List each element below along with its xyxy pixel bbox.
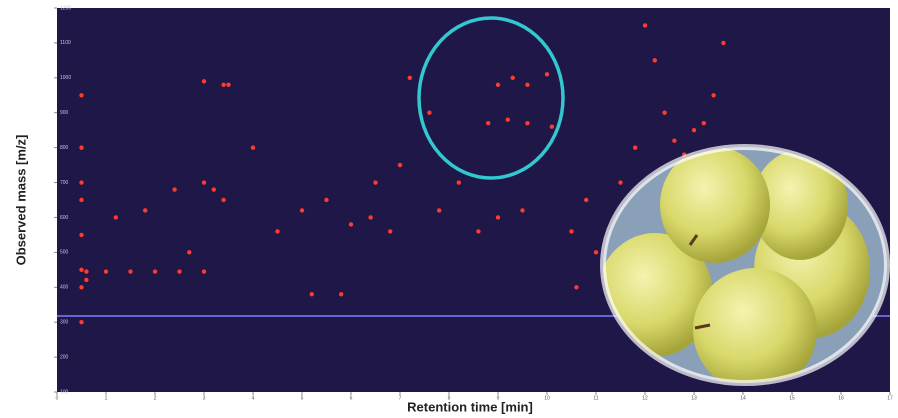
feature-point	[545, 72, 549, 76]
feature-point	[202, 79, 206, 83]
x-tick-label: 9	[497, 395, 500, 401]
feature-point	[569, 229, 573, 233]
feature-point	[79, 180, 83, 184]
feature-point	[520, 208, 524, 212]
feature-point	[398, 163, 402, 167]
x-tick-label: 14	[740, 395, 746, 401]
y-tick-label: 1200	[60, 5, 71, 11]
x-tick-label: 13	[691, 395, 697, 401]
feature-point	[114, 215, 118, 219]
feature-point	[212, 187, 216, 191]
feature-point	[226, 83, 230, 87]
feature-point	[300, 208, 304, 212]
feature-point	[221, 198, 225, 202]
feature-point	[128, 269, 132, 273]
feature-point	[388, 229, 392, 233]
feature-point	[550, 124, 554, 128]
x-tick-label: 2	[154, 395, 157, 401]
x-tick-label: 1	[105, 395, 108, 401]
feature-point	[711, 93, 715, 97]
x-tick-label: 12	[642, 395, 648, 401]
feature-point	[177, 269, 181, 273]
feature-point	[275, 229, 279, 233]
feature-point	[79, 268, 83, 272]
feature-point	[202, 180, 206, 184]
y-tick-label: 300	[60, 320, 69, 326]
y-tick-label: 700	[60, 180, 69, 186]
feature-point	[79, 145, 83, 149]
feature-point	[721, 41, 725, 45]
feature-point	[633, 145, 637, 149]
feature-point	[408, 76, 412, 80]
feature-point	[618, 180, 622, 184]
x-tick-label: 11	[593, 395, 598, 401]
x-tick-label: 3	[203, 395, 206, 401]
feature-point	[79, 93, 83, 97]
feature-point	[437, 208, 441, 212]
x-tick-label: 0	[56, 395, 59, 401]
feature-point	[662, 111, 666, 115]
y-tick-label: 1000	[60, 75, 71, 81]
feature-point	[79, 320, 83, 324]
feature-point	[79, 233, 83, 237]
feature-point	[104, 269, 108, 273]
feature-point	[84, 278, 88, 282]
x-tick-label: 10	[544, 395, 550, 401]
feature-point	[79, 285, 83, 289]
x-axis-label: Retention time [min]	[407, 399, 533, 414]
feature-point	[339, 292, 343, 296]
feature-point	[574, 285, 578, 289]
y-tick-label: 500	[60, 250, 69, 256]
x-tick-label: 17	[887, 395, 893, 401]
feature-point	[324, 198, 328, 202]
feature-point	[187, 250, 191, 254]
x-tick-label: 15	[789, 395, 795, 401]
feature-point	[672, 138, 676, 142]
y-tick-label: 400	[60, 285, 69, 291]
x-tick-label: 6	[350, 395, 353, 401]
feature-point	[506, 118, 510, 122]
feature-point	[251, 145, 255, 149]
x-tick-label: 8	[448, 395, 451, 401]
feature-point	[457, 180, 461, 184]
chart: Retention time [min] Observed mass [m/z]…	[0, 0, 898, 418]
feature-point	[584, 198, 588, 202]
feature-point	[310, 292, 314, 296]
x-tick-label: 16	[838, 395, 844, 401]
x-tick-label: 5	[301, 395, 304, 401]
feature-point	[368, 215, 372, 219]
feature-point	[511, 76, 515, 80]
y-tick-label: 800	[60, 145, 69, 151]
x-tick-label: 4	[252, 395, 255, 401]
y-tick-label: 900	[60, 110, 69, 116]
feature-point	[643, 23, 647, 27]
feature-point	[172, 187, 176, 191]
feature-point	[594, 250, 598, 254]
y-tick-label: 600	[60, 215, 69, 221]
y-tick-label: 100	[60, 389, 69, 395]
feature-point	[373, 180, 377, 184]
feature-point	[202, 269, 206, 273]
x-tick-label: 7	[399, 395, 402, 401]
feature-point	[143, 208, 147, 212]
feature-point	[349, 222, 353, 226]
feature-point	[702, 121, 706, 125]
feature-point	[496, 215, 500, 219]
feature-point	[653, 58, 657, 62]
y-tick-label: 200	[60, 354, 69, 360]
y-tick-label: 1100	[60, 40, 71, 46]
feature-point	[427, 111, 431, 115]
feature-point	[221, 83, 225, 87]
y-axis-label: Observed mass [m/z]	[13, 135, 28, 266]
feature-point	[79, 198, 83, 202]
feature-point	[84, 269, 88, 273]
feature-point	[692, 128, 696, 132]
feature-point	[486, 121, 490, 125]
feature-point	[525, 83, 529, 87]
feature-point	[153, 269, 157, 273]
feature-point	[496, 83, 500, 87]
feature-point	[476, 229, 480, 233]
feature-point	[525, 121, 529, 125]
